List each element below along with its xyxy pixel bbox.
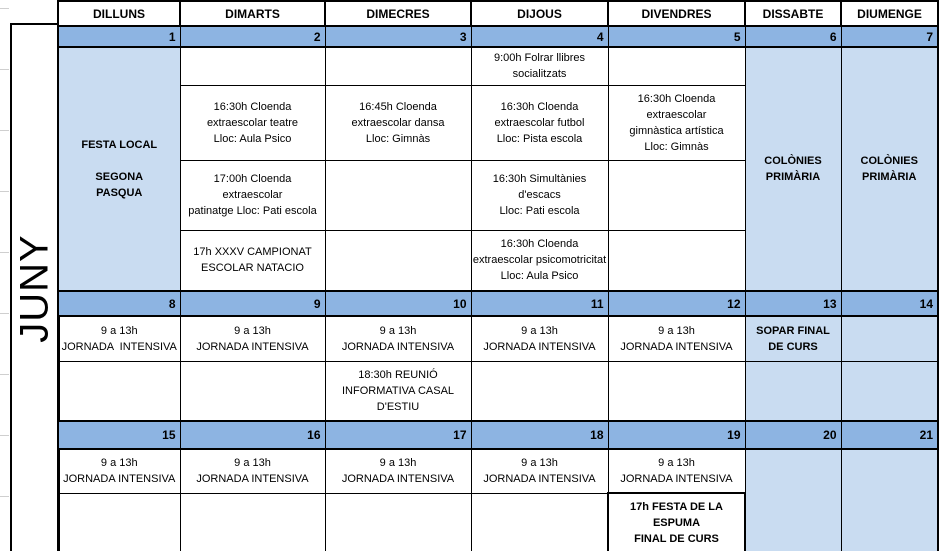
event-cell-campionat-natacio: 17h XXXV CAMPIONAT ESCOLAR NATACIO: [179, 229, 326, 292]
event-cell-jornada-12: 9 a 13h JORNADA INTENSIVA: [607, 315, 746, 362]
weekday-header-dissabte: DISSABTE: [744, 0, 842, 27]
week1-row-b: 16:30h Cloenda extraescolar teatre Lloc:…: [58, 84, 938, 161]
event-cell-sopar-final: SOPAR FINAL DE CURS: [744, 315, 842, 362]
empty-cell: [607, 229, 746, 292]
date-cell-4: 4: [470, 25, 609, 48]
empty-cell: [179, 492, 326, 551]
event-cell-jornada-17: 9 a 13h JORNADA INTENSIVA: [324, 448, 472, 494]
date-cell-2: 2: [179, 25, 326, 48]
empty-cell: [324, 229, 472, 292]
date-cell-6: 6: [744, 25, 842, 48]
month-label: JUNY: [12, 233, 57, 343]
event-cell-colonies-diumenge: COLÒNIES PRIMÀRIA: [840, 46, 939, 292]
event-cell-jornada-16: 9 a 13h JORNADA INTENSIVA: [179, 448, 326, 494]
event-cell-cloenda-dansa: 16:45h Cloenda extraescolar dansa Lloc: …: [324, 84, 472, 161]
empty-cell: [57, 360, 181, 422]
empty-cell: [607, 360, 746, 422]
event-cell-cloenda-patinatge: 17:00h Cloenda extraescolar patinatge Ll…: [179, 159, 326, 231]
week2-row-a: 9 a 13h JORNADA INTENSIVA 9 a 13h JORNAD…: [57, 315, 939, 362]
june-calendar-table: DILLUNS DIMARTS DIMECRES DIJOUS DIVENDRE…: [57, 0, 939, 551]
weekday-header-row: DILLUNS DIMARTS DIMECRES DIJOUS DIVENDRE…: [57, 0, 939, 27]
event-cell-jornada-19: 9 a 13h JORNADA INTENSIVA: [607, 448, 746, 494]
empty-cell: [179, 360, 326, 422]
event-cell-jornada-9: 9 a 13h JORNADA INTENSIVA: [179, 315, 326, 362]
date-cell-11: 11: [470, 290, 609, 317]
date-cell-18: 18: [470, 420, 609, 450]
empty-cell: [57, 492, 181, 551]
month-label-box: JUNY: [10, 23, 60, 551]
date-cell-5: 5: [607, 25, 746, 48]
event-cell-jornada-18: 9 a 13h JORNADA INTENSIVA: [470, 448, 609, 494]
date-cell-12: 12: [607, 290, 746, 317]
empty-cell: [324, 159, 472, 231]
event-cell-jornada-15: 9 a 13h JORNADA INTENSIVA: [57, 448, 181, 494]
event-cell-simultanies-escacs: 16:30h Simultànies d'escacs Lloc: Pati e…: [470, 159, 609, 231]
date-cell-17: 17: [324, 420, 472, 450]
date-band-week1: 1 2 3 4 5 6 7: [57, 25, 939, 48]
weekday-header-dilluns: DILLUNS: [57, 0, 181, 27]
spreadsheet-gridlines-left: [0, 8, 9, 551]
empty-cell: [744, 360, 842, 422]
event-cell-cloenda-teatre: 16:30h Cloenda extraescolar teatre Lloc:…: [179, 84, 326, 161]
week3-row-a: 9 a 13h JORNADA INTENSIVA 9 a 13h JORNAD…: [57, 448, 939, 551]
date-cell-10: 10: [324, 290, 472, 317]
event-cell-cloenda-futbol: 16:30h Cloenda extraescolar futbol Lloc:…: [470, 84, 609, 161]
week2-row-b: 18:30h REUNIÓ INFORMATIVA CASAL D'ESTIU: [57, 360, 939, 422]
date-cell-15: 15: [57, 420, 181, 450]
empty-cell: [840, 360, 939, 422]
date-cell-8: 8: [57, 290, 181, 317]
date-cell-3: 3: [324, 25, 472, 48]
empty-cell: [840, 448, 939, 551]
date-cell-13: 13: [744, 290, 842, 317]
event-cell-colonies-dissabte: COLÒNIES PRIMÀRIA: [744, 46, 842, 292]
empty-cell: [744, 448, 842, 551]
weekday-header-diumenge: DIUMENGE: [840, 0, 939, 27]
empty-cell: [607, 159, 746, 231]
event-cell-cloenda-gimnastica: 16:30h Cloenda extraescolar gimnàstica a…: [607, 84, 746, 161]
event-cell-cloenda-psicomotricitat: 16:30h Cloenda extraescolar psicomotrici…: [470, 229, 609, 292]
weekday-header-dimecres: DIMECRES: [324, 0, 472, 27]
date-cell-1: 1: [57, 25, 181, 48]
weekday-header-divendres: DIVENDRES: [607, 0, 746, 27]
date-cell-9: 9: [179, 290, 326, 317]
empty-cell: [607, 46, 746, 86]
event-cell-folrar-llibres: 9:00h Folrar llibres socialitzats: [470, 46, 609, 86]
empty-cell: [324, 46, 472, 86]
weekday-header-dimarts: DIMARTS: [179, 0, 326, 27]
date-cell-21: 21: [840, 420, 939, 450]
weekday-header-dijous: DIJOUS: [470, 0, 609, 27]
empty-cell: [470, 360, 609, 422]
empty-cell: [179, 46, 326, 86]
week1-row-a: FESTA LOCAL SEGONA PASQUA 9:00h Folrar l…: [57, 46, 939, 292]
date-cell-14: 14: [840, 290, 939, 317]
date-cell-20: 20: [744, 420, 842, 450]
week3-row-b: 17h FESTA DE LA ESPUMA FINAL DE CURS: [57, 492, 938, 551]
event-cell-festa-local: FESTA LOCAL SEGONA PASQUA: [57, 46, 181, 292]
date-band-week3: 15 16 17 18 19 20 21: [57, 420, 939, 450]
empty-cell: [324, 492, 472, 551]
event-cell-jornada-10: 9 a 13h JORNADA INTENSIVA: [324, 315, 472, 362]
date-cell-16: 16: [179, 420, 326, 450]
date-cell-19: 19: [607, 420, 746, 450]
event-cell-jornada-8: 9 a 13h JORNADA INTENSIVA: [57, 315, 181, 362]
event-cell-reunio-casal: 18:30h REUNIÓ INFORMATIVA CASAL D'ESTIU: [324, 360, 472, 422]
event-cell-festa-espuma: 17h FESTA DE LA ESPUMA FINAL DE CURS: [607, 492, 746, 551]
date-cell-7: 7: [840, 25, 939, 48]
event-cell-jornada-11: 9 a 13h JORNADA INTENSIVA: [470, 315, 609, 362]
empty-cell: [470, 492, 609, 551]
date-band-week2: 8 9 10 11 12 13 14: [57, 290, 939, 317]
empty-cell: [840, 315, 939, 362]
